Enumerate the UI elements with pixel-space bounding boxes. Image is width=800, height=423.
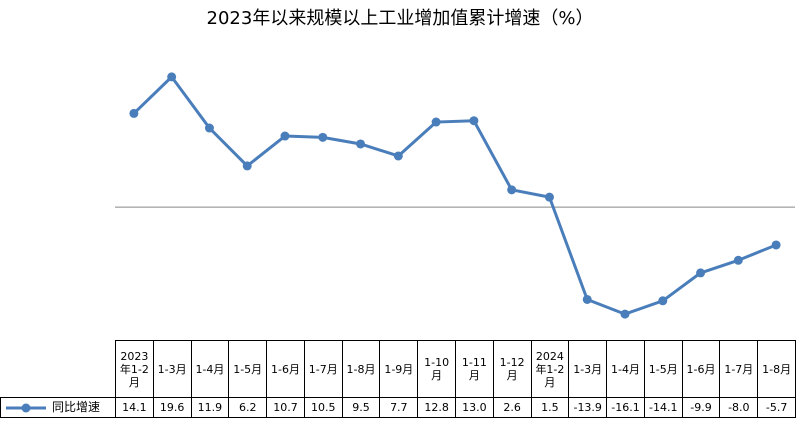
table-value: 13.0: [455, 397, 494, 418]
table-value: -14.1: [643, 397, 683, 418]
point: [507, 185, 517, 195]
point: [733, 255, 743, 265]
table-value: 9.5: [341, 397, 381, 418]
table-header: 1-7月: [303, 340, 343, 398]
point: [696, 268, 706, 278]
point: [280, 131, 290, 141]
table-value: -16.1: [606, 397, 645, 418]
point: [393, 151, 403, 161]
table-header: 1-9月: [379, 340, 419, 398]
table-header: 1-4月: [606, 340, 645, 398]
series-line: [132, 75, 777, 316]
table-header: 1-12月: [492, 340, 532, 398]
table-value: 19.6: [152, 397, 192, 418]
table-header: 1-5月: [643, 340, 683, 398]
table-value: 2.6: [492, 397, 532, 418]
point: [356, 139, 366, 149]
table-value: -8.0: [719, 397, 759, 418]
table-header: 2024年1-2月: [530, 340, 570, 398]
point: [204, 123, 214, 133]
legend-swatch: [6, 403, 46, 412]
table-value: -9.9: [681, 397, 721, 418]
point: [167, 72, 177, 82]
table-header: 1-8月: [341, 340, 381, 398]
table-header: 2023年1-2月: [115, 340, 154, 398]
point: [129, 108, 139, 118]
point: [582, 294, 592, 304]
table-header: 1-3月: [152, 340, 192, 398]
table-value: -13.9: [568, 397, 608, 418]
table-value: 10.5: [303, 397, 343, 418]
table-header: 1-6月: [681, 340, 721, 398]
legend-label: 同比增速: [52, 400, 101, 414]
point: [620, 309, 630, 319]
point: [469, 116, 479, 126]
chart-title: 2023年以来规模以上工业增加值累计增速（%）: [207, 8, 594, 29]
table-value: 14.1: [115, 397, 154, 418]
table-header: 1-10月: [417, 340, 456, 398]
table-value: -5.7: [757, 397, 796, 418]
point: [318, 132, 328, 142]
point: [431, 117, 441, 127]
table-header: 1-3月: [568, 340, 608, 398]
table-value: 7.7: [379, 397, 419, 418]
table-value: 1.5: [530, 397, 570, 418]
table-header: 1-6月: [266, 340, 305, 398]
table-value: 6.2: [228, 397, 268, 418]
table-header: 1-8月: [757, 340, 796, 398]
table-header: 1-5月: [228, 340, 268, 398]
table-header: 1-4月: [190, 340, 230, 398]
legend-cell: 同比增速: [0, 397, 116, 418]
point: [658, 296, 668, 306]
point: [771, 240, 781, 250]
point: [544, 192, 554, 202]
table-header: 1-7月: [719, 340, 759, 398]
point: [242, 161, 252, 171]
table-header: 1-11月: [455, 340, 494, 398]
table-value: 12.8: [417, 397, 456, 418]
table-value: 10.7: [266, 397, 305, 418]
table-value: 11.9: [190, 397, 230, 418]
